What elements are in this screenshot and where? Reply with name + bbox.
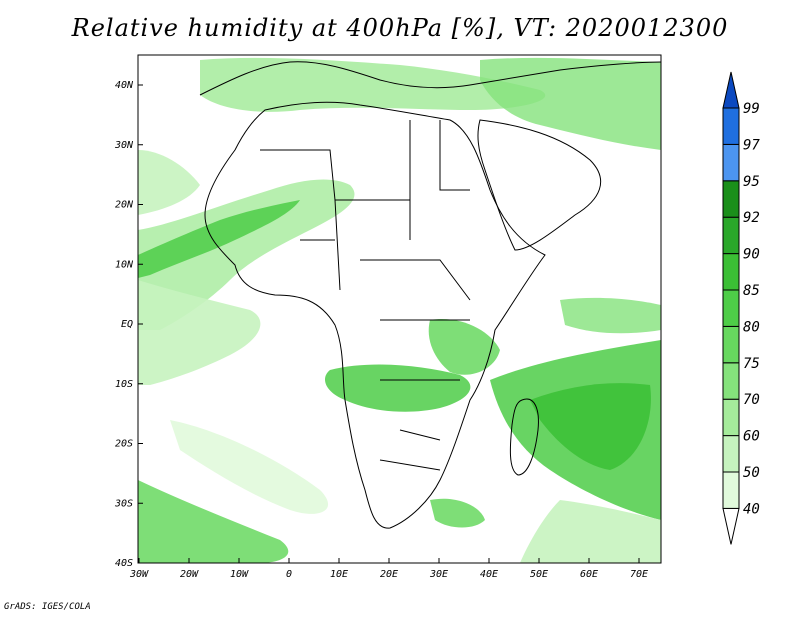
colorbar-label: 60 [743,429,760,445]
colorbar-swatch [722,143,740,182]
humidity-area-west-africa-core [138,200,300,278]
lon-tick-label: 0 [286,569,292,580]
lat-tick-label: 20N [115,200,134,211]
humidity-area-south-atlantic [138,480,289,563]
humidity-area-east-africa [428,319,500,375]
humidity-area-mediterranean [200,57,546,112]
humidity-area-tropical-atlantic [138,280,261,385]
lon-tick-label: 20W [180,569,199,580]
lon-tick-label: 10E [330,569,348,580]
latitude-axis: 40N 30N 20N 10N EQ 10S 20S 30S 40S [114,80,134,569]
lat-tick-label: 20S [115,439,133,450]
africa-coastline [204,101,546,529]
humidity-area-southern-indian [520,500,661,563]
colorbar-label: 90 [743,247,760,263]
colorbar-label: 85 [743,283,760,299]
humidity-area-indian-ocean-core [530,383,651,470]
humidity-area-south-atlantic-light [170,420,329,514]
colorbar: 40 50 60 70 75 80 85 90 92 95 97 99 [722,71,760,545]
humidity-area-atlantic-northwest [138,150,200,215]
humidity-area-west-africa [138,179,355,330]
lat-tick-label: 40N [115,80,134,91]
colorbar-swatch [722,253,740,291]
colorbar-swatch [722,362,740,400]
map-plot-area [137,54,662,564]
credit-label: GrADS: IGES/COLA [4,602,91,612]
colorbar-label: 99 [743,101,760,117]
lat-tick-label: EQ [121,319,133,330]
colorbar-swatch [722,435,740,473]
lat-tick-label: 40S [115,558,133,569]
colorbar-label: 40 [743,501,760,517]
lat-tick-label: 10N [115,259,134,270]
lon-tick-label: 40E [480,569,498,580]
europe-coastline [199,61,662,96]
colorbar-swatch [722,471,740,509]
page-title: Relative humidity at 400hPa [%], VT: 202… [71,14,729,42]
colorbar-swatch [722,325,740,364]
colorbar-label: 70 [743,392,760,408]
colorbar-label: 75 [743,356,760,372]
country-borders [260,120,471,471]
humidity-area-south-africa-coast [430,498,485,528]
lon-tick-label: 30W [129,569,149,580]
lon-tick-label: 60E [580,569,598,580]
colorbar-label: 80 [743,319,760,335]
lat-tick-label: 30N [114,140,134,151]
colorbar-swatch [722,180,740,218]
colorbar-label: 95 [743,174,760,190]
map-frame [137,54,662,564]
colorbar-label: 97 [743,137,760,153]
humidity-area-arabian-sea [560,297,661,334]
colorbar-label: 92 [743,210,760,226]
arabian-peninsula-coastline [477,119,602,251]
humidity-area-central-africa [325,364,471,412]
humidity-shading [138,57,661,563]
lon-tick-label: 20E [380,569,398,580]
coastlines [199,61,662,529]
lon-tick-label: 10W [230,569,249,580]
lon-tick-label: 70E [630,569,648,580]
colorbar-swatch [722,398,740,437]
axis-ticks [138,84,640,564]
longitude-axis: 30W 20W 10W 0 10E 20E 30E 40E 50E 60E 70E [129,569,648,580]
madagascar-coastline [509,398,539,476]
colorbar-lower-triangle [722,507,740,545]
colorbar-swatch [722,216,740,255]
lat-tick-label: 30S [114,498,133,509]
colorbar-swatch [722,289,740,327]
lon-tick-label: 30E [429,569,448,580]
colorbar-swatch [722,107,740,145]
lon-tick-label: 50E [530,569,548,580]
humidity-area-middle-east [480,57,661,150]
colorbar-label: 50 [743,465,760,481]
colorbar-upper-triangle [722,71,740,109]
lat-tick-label: 10S [115,379,133,390]
